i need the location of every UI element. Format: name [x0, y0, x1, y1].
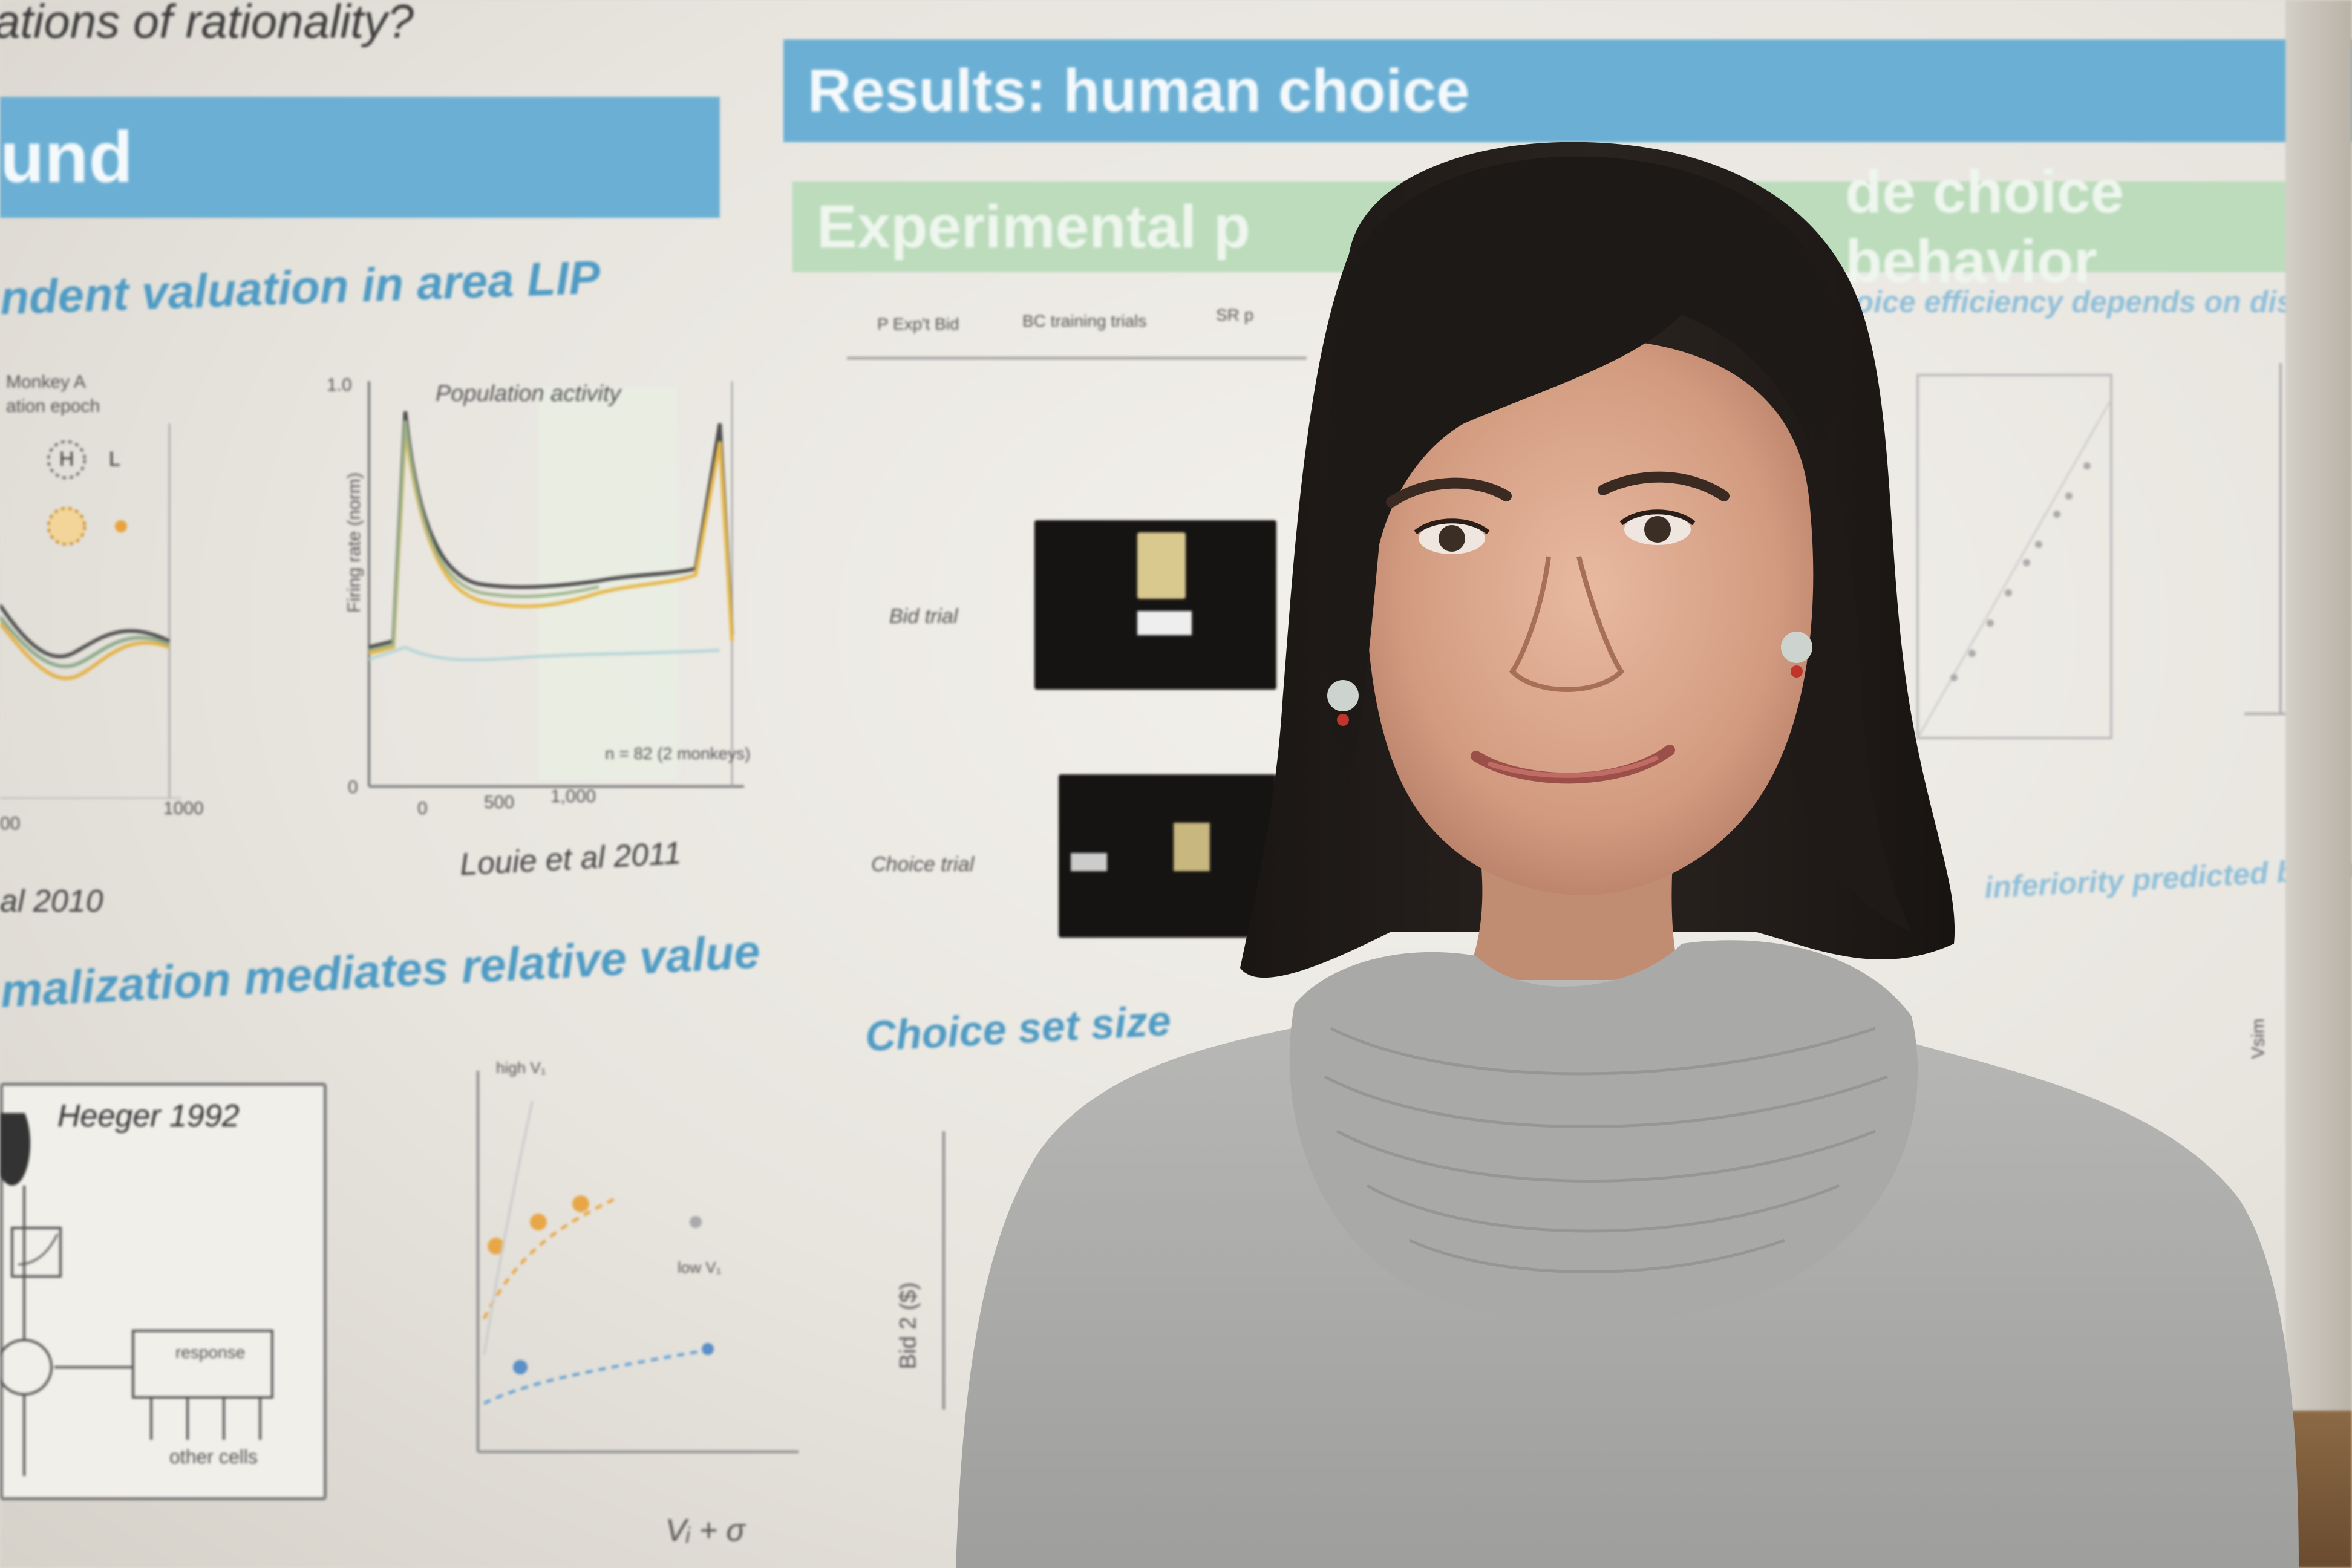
right-iris — [1644, 516, 1671, 543]
target-label-l: L — [109, 448, 120, 471]
normalization-high-label: high V₁ — [496, 1059, 546, 1077]
right-scatter-plot — [1916, 374, 2112, 739]
poster-banner-background: und — [0, 97, 720, 218]
hair-front — [1322, 156, 1842, 786]
banner-results-text: Results: human choice — [808, 56, 1470, 125]
poster-banner-experimental: Experimental p de choice behavior — [792, 158, 2299, 295]
epoch-label: ation epoch — [6, 396, 100, 416]
bid-trial-label: Bid trial — [889, 605, 958, 628]
caption-2010: al 2010 — [0, 884, 103, 919]
target-diagram — [47, 440, 127, 546]
tab-underline — [847, 357, 1307, 359]
bid-axis-plot — [942, 1131, 945, 1410]
hair-side-right — [1791, 423, 1912, 932]
banner-background-text: und — [0, 117, 133, 198]
tab-exp-bid: P Exp't Bid — [877, 315, 959, 333]
right-eyebrow — [1598, 471, 1730, 501]
target-label-h: H — [59, 448, 74, 471]
poster-question-text: ations of rationality? — [0, 0, 414, 48]
left-iris — [1439, 525, 1465, 552]
right-axis-plot — [2244, 363, 2293, 715]
heeger-circuit — [0, 1113, 273, 1476]
left-plot-tick-00: 00 — [0, 814, 21, 834]
left-lip-plot — [0, 423, 181, 799]
normalization-plot — [477, 1071, 799, 1453]
tab-bc-training: BC training trials — [1022, 312, 1147, 330]
population-tick-1000: 1,000 — [550, 786, 596, 806]
tab-sr: SR p — [1216, 305, 1254, 324]
left-earring — [1327, 680, 1359, 726]
population-tick-0: 0 — [417, 799, 428, 818]
population-tick-10: 1.0 — [327, 375, 352, 395]
formula-text: Vᵢ + σ — [665, 1513, 745, 1548]
heeger-other-cells-label: other cells — [169, 1446, 258, 1468]
population-activity-plot — [368, 381, 744, 788]
population-n-label: n = 82 (2 monkeys) — [605, 744, 751, 763]
poster-banner-results: Results: human choice — [783, 39, 2352, 142]
population-tick-0-y: 0 — [348, 777, 358, 797]
poster-right-edge — [2285, 0, 2352, 1568]
caption-heeger-1992: Heeger 1992 — [57, 1099, 240, 1134]
heeger-diagram-box — [0, 1083, 327, 1500]
cowl-ribbing — [1324, 1027, 1888, 1273]
heeger-response-label: response — [175, 1343, 246, 1362]
banner-experimental-right-text: de choice behavior — [1845, 158, 2125, 295]
left-plot-tick-1000: 1000 — [163, 799, 204, 818]
heading-right-efficiency: Choice efficiency depends on dista — [1815, 285, 2321, 319]
banner-experimental-text: Experimental p — [817, 192, 1250, 261]
normalization-low-label: low V₁ — [678, 1258, 722, 1276]
nose — [1509, 556, 1625, 692]
monkey-label: Monkey A — [6, 372, 86, 392]
bid-trial-thumbnail — [1034, 520, 1276, 690]
choice-trial-label: Choice trial — [871, 853, 975, 876]
left-eyebrow — [1386, 477, 1512, 508]
population-tick-500: 500 — [484, 792, 515, 812]
right-earring — [1781, 632, 1812, 678]
population-plot-title: Population activity — [436, 381, 621, 407]
choice-trial-thumbnail — [1059, 774, 1276, 938]
cowl-neck — [1289, 940, 1918, 1324]
